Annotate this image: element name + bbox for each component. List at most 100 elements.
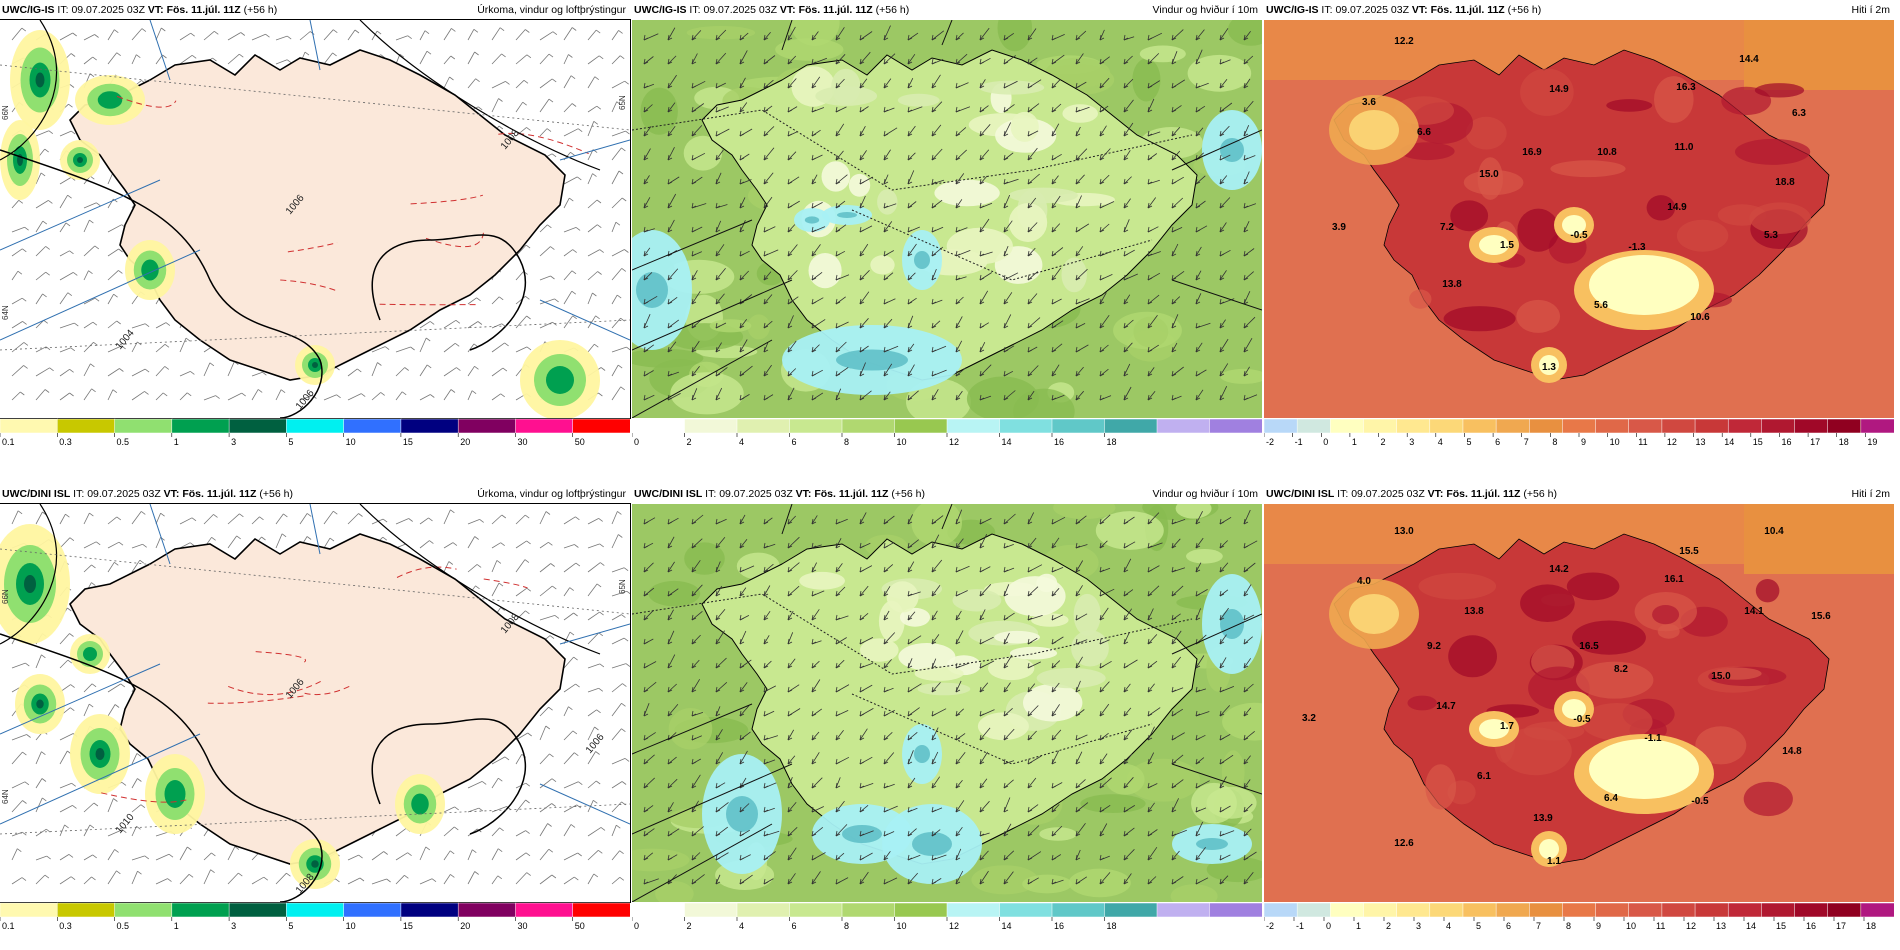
colorbar-swatch: [1296, 418, 1332, 434]
colorbar-svg: 0 2 4 6 8 10 12 14 16 18: [632, 418, 1262, 447]
colorbar-swatch: [286, 902, 345, 918]
colorbar-tick-label: 12: [1667, 437, 1677, 447]
map-canvas: [632, 504, 1262, 902]
valid-time: Fös. 11.júl. 11Z: [1446, 488, 1521, 500]
colorbar-tick-label: 7: [1524, 437, 1529, 447]
colorbar-swatch: [1209, 902, 1262, 918]
colorbar-svg: 0 2 4 6 8 10 12 14 16 18: [632, 902, 1262, 931]
run-info: UWC/DINI ISL IT: 09.07.2025 03Z VT: Fös.…: [634, 484, 925, 504]
colorbar-tick-label: 15: [1753, 437, 1763, 447]
colorbar-tick-label: 0.3: [59, 437, 72, 447]
colorbar-swatch: [1595, 418, 1630, 434]
temperature-value: 6.3: [1792, 108, 1806, 119]
colorbar-tick-label: 11: [1656, 921, 1665, 931]
temperature-value: 18.8: [1775, 177, 1795, 188]
colorbar: -2 -1 0 1 2 3 4 5 6 7 8 9 10 11 12 13 14 15 16 17 18 19: [1264, 418, 1894, 452]
colorbar-tick-label: -2: [1266, 437, 1274, 447]
panel-precip-ig-is: UWC/IG-IS IT: 09.07.2025 03Z VT: Fös. 11…: [0, 0, 631, 455]
colorbar-swatch: [1104, 902, 1158, 918]
temperature-value: 15.5: [1679, 546, 1699, 557]
temperature-value: 6.6: [1417, 127, 1431, 138]
map-temp[interactable]: 13.0 4.0 14.2 15.5 10.4 16.1 13.8 9.2 16.5 8.2 14.…: [1264, 504, 1894, 902]
panel-wind-ig-is: UWC/IG-IS IT: 09.07.2025 03Z VT: Fös. 11…: [632, 0, 1262, 455]
colorbar-swatch: [286, 418, 345, 434]
colorbar-tick-label: 7: [1536, 921, 1541, 931]
colorbar-tick-label: 20: [460, 437, 470, 447]
colorbar-tick-label: 18: [1107, 437, 1117, 447]
map-wind[interactable]: [632, 20, 1262, 418]
colorbar-swatch: [572, 418, 630, 434]
colorbar-swatch: [114, 418, 173, 434]
colorbar-tick-label: 5: [1476, 921, 1481, 931]
panel-title: Hiti í 2m: [1851, 488, 1890, 500]
colorbar-tick-label: 15: [403, 921, 413, 931]
colorbar-swatch: [1264, 902, 1298, 918]
colorbar-tick-label: 16: [1054, 437, 1064, 447]
colorbar-swatch: [343, 902, 402, 918]
temperature-value: 14.9: [1549, 84, 1569, 95]
colorbar-tick-label: 5: [288, 921, 293, 931]
map-precip[interactable]: 66N 64N 65N 1006 1008 1010 1008 1006: [0, 503, 631, 903]
colorbar-tick-label: 18: [1107, 921, 1117, 931]
temperature-value: -0.5: [1573, 714, 1591, 725]
temperature-value: 10.4: [1764, 526, 1784, 537]
temperature-value: 1.7: [1500, 721, 1514, 732]
valid-time-label: VT:: [795, 488, 812, 500]
colorbar-tick-label: 12: [949, 921, 959, 931]
colorbar-swatch: [632, 902, 686, 918]
colorbar-tick-label: 0: [1323, 437, 1328, 447]
init-time: 09.07.2025 03Z: [1351, 488, 1425, 500]
colorbar-swatch: [632, 418, 686, 434]
panel-header: UWC/IG-IS IT: 09.07.2025 03Z VT: Fös. 11…: [1264, 0, 1894, 20]
colorbar-swatch: [343, 418, 402, 434]
colorbar-tick-label: 12: [949, 437, 959, 447]
colorbar-tick-label: 6: [1495, 437, 1500, 447]
colorbar-swatch: [1396, 418, 1431, 434]
colorbar-tick-label: 12: [1686, 921, 1696, 931]
colorbar-tick-label: 6: [792, 921, 797, 931]
colorbar-tick-label: 11: [1638, 437, 1647, 447]
colorbar-swatch: [736, 418, 791, 434]
panel-title: Vindur og hviður í 10m: [1152, 488, 1258, 500]
colorbar-tick-label: 14: [1724, 437, 1734, 447]
colorbar-swatch: [1794, 902, 1829, 918]
run-info: UWC/IG-IS IT: 09.07.2025 03Z VT: Fös. 11…: [1266, 0, 1541, 20]
temperature-value: 1.3: [1542, 362, 1556, 373]
temperature-value: 12.6: [1394, 838, 1414, 849]
colorbar-swatch: [1661, 418, 1696, 434]
temperature-value: 13.8: [1442, 279, 1462, 290]
panel-header: UWC/IG-IS IT: 09.07.2025 03Z VT: Fös. 11…: [632, 0, 1262, 20]
latitude-label: 64N: [1, 305, 10, 320]
colorbar-swatch: [1495, 902, 1531, 918]
map-temp[interactable]: 12.2 3.6 6.6 14.9 16.3 14.4 6.3 15.0 16.9 10.8 11.…: [1264, 20, 1894, 418]
colorbar-swatch: [1562, 902, 1597, 918]
panel-precip-dini-isl: UWC/DINI ISL IT: 09.07.2025 03Z VT: Fös.…: [0, 484, 631, 939]
colorbar-tick-label: 4: [1438, 437, 1443, 447]
colorbar-swatch: [999, 902, 1053, 918]
init-time-label: IT:: [689, 4, 701, 16]
model-name: UWC/IG-IS: [1266, 4, 1319, 16]
colorbar-swatch: [1363, 418, 1398, 434]
colorbar-swatch: [1462, 902, 1497, 918]
map-wind[interactable]: [632, 504, 1262, 902]
panel-temp-dini-isl: UWC/DINI ISL IT: 09.07.2025 03Z VT: Fös.…: [1264, 484, 1894, 939]
map-precip[interactable]: 66N 64N 65N 1006 1008 1004 1006: [0, 19, 631, 419]
latitude-label: 66N: [1, 105, 10, 120]
colorbar-swatch: [1462, 418, 1497, 434]
colorbar-tick-label: 10: [346, 921, 356, 931]
valid-time-label: VT:: [779, 4, 796, 16]
init-time-label: IT:: [1321, 4, 1333, 16]
colorbar-tick-label: 0.5: [117, 921, 130, 931]
colorbar-tick-label: 15: [403, 437, 413, 447]
panel-temp-ig-is: UWC/IG-IS IT: 09.07.2025 03Z VT: Fös. 11…: [1264, 0, 1894, 455]
colorbar-tick-label: 15: [1776, 921, 1786, 931]
colorbar-tick-label: 3: [1416, 921, 1421, 931]
valid-time-label: VT:: [147, 4, 164, 16]
temperature-value: 15.0: [1479, 169, 1499, 180]
colorbar-tick-label: 13: [1716, 921, 1726, 931]
colorbar-tick-label: 17: [1836, 921, 1846, 931]
colorbar-swatch: [1429, 902, 1464, 918]
temperature-value: 7.2: [1440, 222, 1454, 233]
